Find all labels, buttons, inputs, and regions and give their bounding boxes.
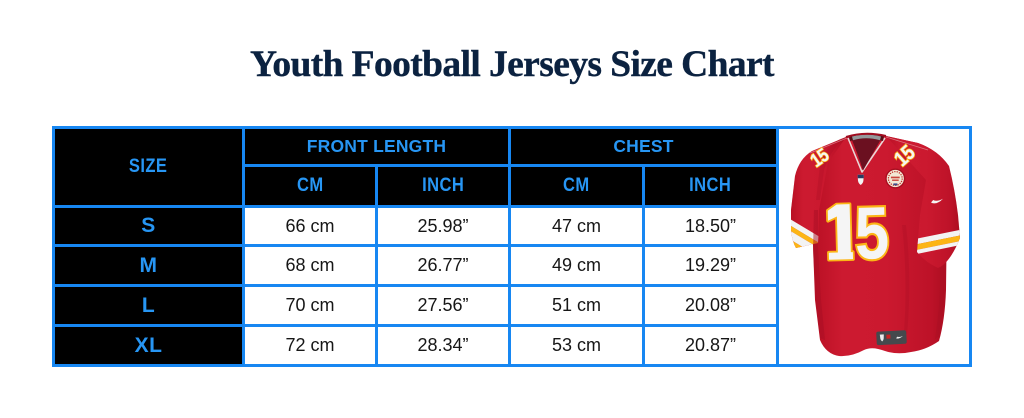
svg-text:5: 5 <box>854 192 890 276</box>
